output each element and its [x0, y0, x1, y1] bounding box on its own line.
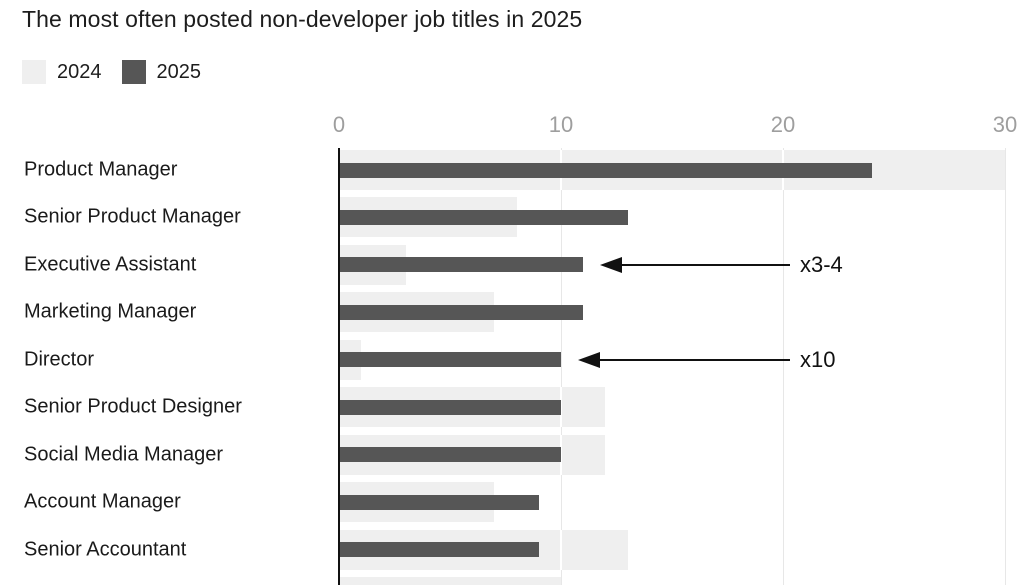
category-label: Account Manager — [24, 490, 181, 513]
y-axis-line — [338, 148, 340, 585]
annotation-label: x3-4 — [800, 251, 843, 277]
category-label: Social Media Manager — [24, 443, 223, 466]
gridline — [1005, 148, 1006, 585]
annotation-arrowhead-icon — [600, 256, 623, 273]
page-title: The most often posted non-developer job … — [22, 6, 583, 32]
category-label: Product Manager — [24, 158, 178, 181]
annotation-arrow — [592, 358, 790, 361]
gridline-over-bar — [560, 387, 562, 428]
x-axis-tick-label: 0 — [332, 112, 346, 137]
x-axis-tick-label: 30 — [992, 112, 1018, 137]
legend: 2024 2025 — [22, 60, 201, 84]
bar-2025 — [339, 304, 584, 320]
legend-label: 2025 — [156, 60, 202, 83]
legend-label: 2024 — [57, 60, 102, 83]
gridline — [561, 148, 562, 585]
bar-2025 — [339, 352, 561, 368]
category-label: Executive Assistant — [24, 253, 197, 276]
category-label: Marketing Manager — [24, 300, 197, 323]
bar-2025 — [339, 162, 872, 178]
gridline — [783, 148, 784, 585]
x-axis-tick-label: 10 — [548, 112, 574, 137]
legend-item-2025: 2025 — [121, 60, 202, 84]
bar-2024-partial — [339, 577, 561, 585]
category-label: Senior Product Manager — [24, 205, 241, 228]
x-axis-tick-label: 20 — [770, 112, 796, 137]
category-label: Senior Accountant — [24, 538, 187, 561]
bar-2025 — [339, 494, 539, 510]
legend-swatch-2024 — [22, 60, 46, 84]
annotation-arrow — [614, 263, 790, 266]
annotation-arrowhead-icon — [578, 351, 600, 368]
bar-2025 — [339, 399, 561, 415]
bar-2025 — [339, 209, 628, 225]
bar-2025 — [339, 257, 584, 273]
category-label: Senior Product Designer — [24, 395, 242, 418]
gridline-over-bar — [560, 434, 562, 475]
bar-2025 — [339, 447, 561, 463]
annotation-label: x10 — [800, 346, 836, 372]
bar-2025 — [339, 542, 539, 558]
legend-item-2024: 2024 — [22, 60, 102, 84]
category-label: Director — [24, 348, 95, 371]
legend-swatch-2025 — [121, 60, 146, 84]
gridline-over-bar — [560, 529, 562, 570]
